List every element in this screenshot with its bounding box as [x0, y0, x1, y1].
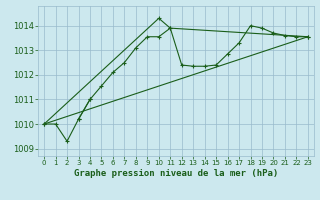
- X-axis label: Graphe pression niveau de la mer (hPa): Graphe pression niveau de la mer (hPa): [74, 169, 278, 178]
